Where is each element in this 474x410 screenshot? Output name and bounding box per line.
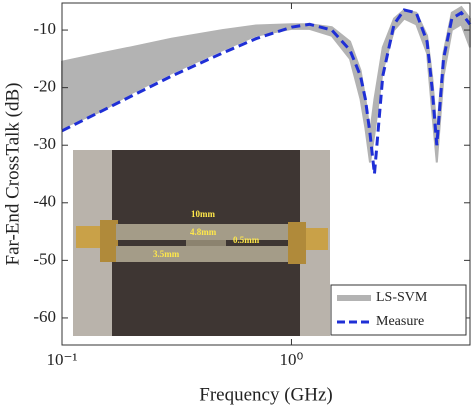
inset-label: 0.5mm [233, 235, 260, 245]
inset-photo: 10mm 4.8mm 0.5mm 3.5mm [73, 150, 330, 336]
y-tick-label: -30 [33, 134, 56, 153]
legend-label: LS-SVM [376, 290, 428, 305]
band [61, 5, 471, 163]
plot-layer [61, 5, 472, 175]
y-tick-label: -50 [33, 249, 56, 268]
y-tick-label: -60 [33, 307, 56, 326]
x-axis-label: Frequency (GHz) [199, 384, 332, 405]
line [61, 8, 472, 175]
x-tick-label: 10⁰ [280, 350, 304, 369]
y-tick-label: -20 [33, 77, 56, 96]
y-axis-label: Far-End CrossTalk (dB) [2, 83, 23, 266]
inset-label: 10mm [191, 209, 215, 219]
y-tick-label: -10 [33, 19, 56, 38]
legend-label: Measure [376, 314, 424, 329]
x-tick-label: 10⁻¹ [46, 350, 77, 369]
plot-frame [61, 2, 471, 346]
y-tick-label: -40 [33, 192, 56, 211]
inset-label: 3.5mm [153, 249, 180, 259]
inset-label: 4.8mm [190, 227, 217, 237]
legend-box [330, 284, 467, 336]
